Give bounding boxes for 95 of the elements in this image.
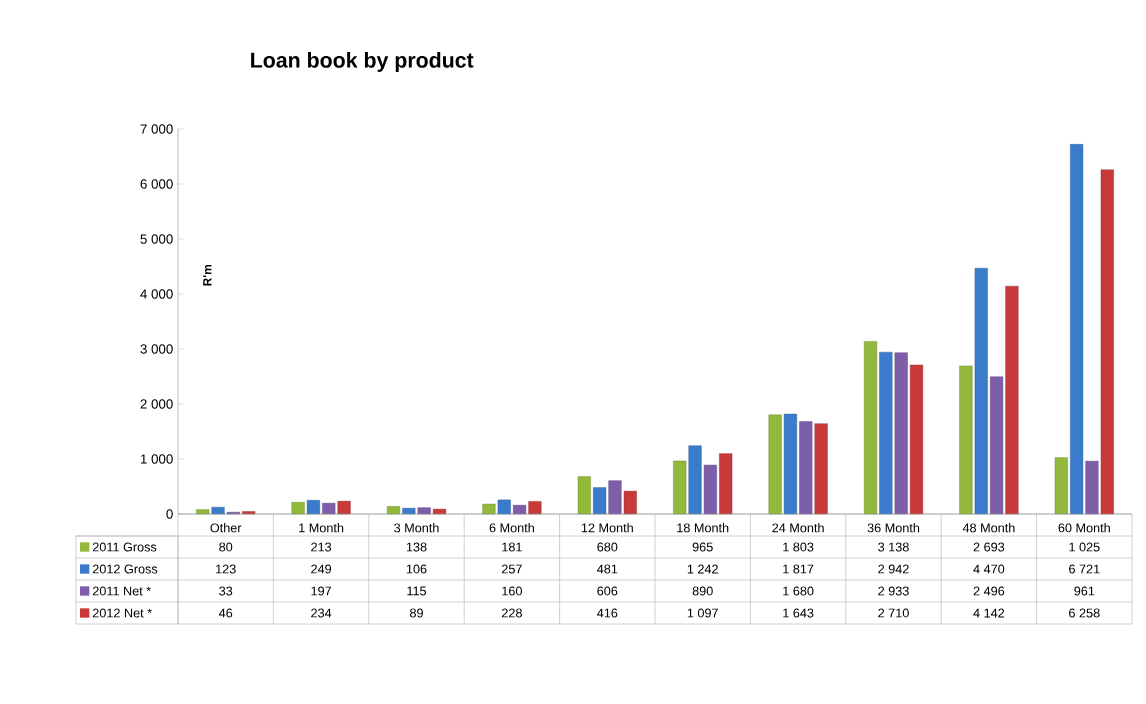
data-label: 1 025	[1069, 542, 1100, 552]
data-label: 213	[311, 542, 332, 552]
y-tick-label: 5 000	[140, 234, 173, 244]
bar	[482, 503, 496, 515]
data-label: 228	[501, 608, 522, 618]
bar	[974, 267, 988, 515]
y-tick-label: 3 000	[140, 344, 173, 354]
bar	[1054, 457, 1068, 515]
bar	[863, 341, 878, 515]
bar	[593, 487, 607, 515]
data-label: 33	[219, 586, 233, 596]
data-label: 2 496	[973, 586, 1005, 596]
chart-title: Loan book by product	[251, 52, 474, 72]
bar	[577, 476, 591, 515]
bar	[337, 500, 351, 515]
data-label: 680	[597, 542, 618, 552]
x-tick-label: 1 Month	[299, 523, 344, 533]
data-label: 80	[219, 542, 233, 552]
data-label: 89	[410, 608, 423, 618]
data-label: 4 470	[973, 564, 1005, 574]
bar	[814, 423, 828, 515]
bar	[306, 500, 320, 515]
bar	[528, 501, 542, 515]
data-label: 2 693	[973, 542, 1005, 552]
data-label: 2 933	[878, 586, 909, 596]
data-label: 1 242	[687, 564, 718, 574]
data-label: 234	[311, 608, 332, 618]
bar	[673, 460, 687, 515]
data-label: 606	[597, 586, 618, 596]
data-label: 123	[216, 564, 236, 574]
bar	[1085, 460, 1099, 515]
data-label: 965	[692, 542, 713, 552]
bar	[894, 352, 908, 515]
x-tick-label: 36 Month	[867, 523, 920, 533]
legend-label: 2012 Gross	[92, 564, 158, 574]
bar	[322, 502, 336, 515]
data-label: 1 097	[687, 608, 718, 618]
bar	[291, 502, 305, 515]
bar	[1070, 144, 1084, 515]
legend-label: 2012 Net *	[92, 608, 152, 618]
data-label: 257	[501, 564, 522, 574]
y-axis-title: R'm	[203, 264, 212, 286]
data-label: 890	[692, 586, 713, 596]
data-label: 1 817	[783, 564, 814, 574]
data-label: 249	[311, 564, 332, 574]
x-tick-label: 6 Month	[489, 523, 534, 533]
bar	[799, 421, 813, 515]
bar	[623, 490, 637, 515]
data-label: 115	[407, 586, 427, 596]
data-label: 3 138	[878, 542, 909, 552]
data-label: 2 942	[878, 564, 909, 574]
x-tick-label: 12 Month	[581, 523, 633, 533]
bar	[1100, 169, 1114, 515]
bar	[703, 464, 717, 515]
data-label: 6 721	[1069, 564, 1100, 574]
bar	[783, 413, 797, 515]
data-label: 197	[311, 586, 332, 596]
bar	[719, 453, 733, 515]
data-label: 1 680	[783, 586, 814, 596]
x-tick-label: 48 Month	[962, 523, 1015, 533]
data-label: 6 258	[1069, 608, 1100, 618]
data-label: 46	[218, 608, 233, 618]
y-tick-label: 7 000	[140, 124, 173, 134]
data-label: 961	[1074, 586, 1095, 596]
x-tick-label: 3 Month	[394, 523, 439, 533]
bar	[990, 376, 1004, 515]
y-tick-label: 2 000	[140, 399, 173, 409]
data-label: 1 803	[783, 542, 814, 552]
y-tick-label: 1 000	[140, 454, 173, 464]
x-tick-label: Other	[210, 523, 242, 533]
data-label: 181	[502, 542, 522, 552]
data-label: 2 710	[878, 608, 909, 618]
bar	[768, 414, 782, 515]
y-tick-label: 0	[166, 509, 173, 519]
bar	[1005, 285, 1019, 515]
bar	[879, 351, 893, 515]
bar	[608, 480, 622, 515]
bar	[688, 445, 702, 515]
x-tick-label: 24 Month	[772, 523, 824, 533]
legend-label: 2011 Net *	[92, 586, 151, 596]
data-label: 416	[597, 608, 618, 618]
data-label: 106	[406, 564, 427, 574]
data-label: 160	[502, 586, 522, 596]
bar	[959, 365, 973, 515]
legend-label: 2011 Gross	[92, 542, 157, 552]
bar	[909, 364, 924, 515]
data-label: 1 643	[783, 608, 814, 618]
bar	[497, 499, 511, 515]
data-label: 481	[597, 564, 618, 574]
y-tick-label: 4 000	[140, 289, 173, 299]
y-tick-label: 6 000	[140, 179, 173, 189]
data-label: 138	[406, 542, 427, 552]
x-tick-label: 60 Month	[1058, 523, 1110, 533]
data-label: 4 142	[973, 608, 1005, 618]
x-tick-label: 18 Month	[677, 523, 729, 533]
